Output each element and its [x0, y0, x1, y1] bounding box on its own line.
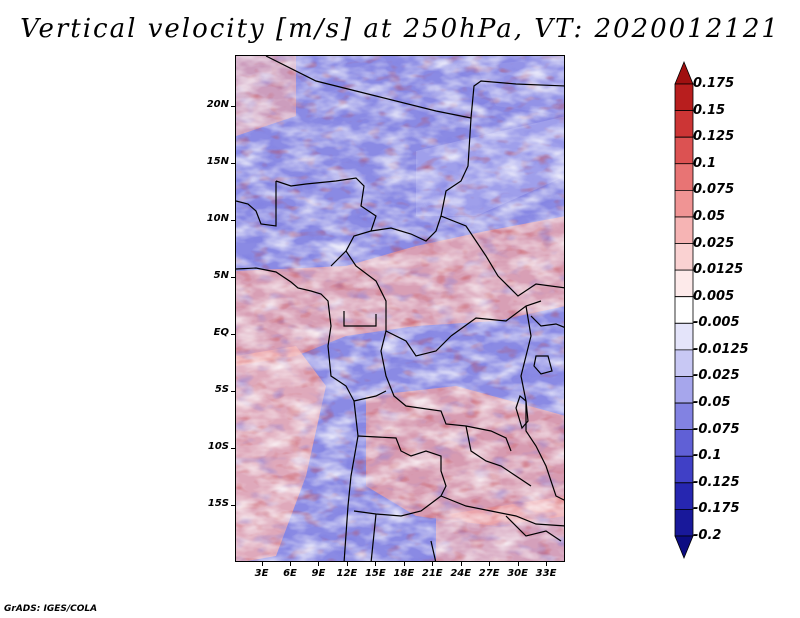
lon-tick: [290, 562, 291, 566]
lat-label: 10N: [206, 213, 229, 225]
lat-tick: [231, 163, 235, 165]
lon-label: 6E: [283, 568, 297, 579]
lon-label: 9E: [311, 568, 326, 579]
lat-label: 15N: [206, 156, 229, 168]
lon-tick: [375, 562, 377, 566]
country-borders: [236, 56, 564, 561]
colorbar-label: 0.175: [693, 76, 735, 91]
colorbar-label: 0.005: [693, 288, 735, 304]
lon-tick: [318, 562, 320, 566]
lon-label: 3E: [254, 568, 269, 579]
colorbar-segment: [674, 243, 694, 271]
colorbar-segment: [674, 60, 694, 85]
lon-label: 24E: [450, 568, 472, 579]
lon-label: 12E: [336, 568, 358, 579]
colorbar: [674, 60, 694, 560]
map-panel: [235, 55, 565, 562]
colorbar-segment: [674, 269, 694, 298]
lon-tick: [546, 562, 548, 566]
colorbar-label: 0.025: [693, 235, 735, 251]
lon-tick: [489, 562, 491, 566]
lat-tick: [231, 106, 235, 108]
lat-tick: [231, 391, 235, 393]
lat-tick: [231, 334, 235, 336]
map-title: Vertical velocity [m/s] at 250hPa, VT: 2…: [20, 14, 780, 44]
colorbar-label: 0.15: [693, 102, 726, 118]
colorbar-label: -0.05: [693, 395, 731, 411]
lon-label: 27E: [478, 568, 500, 579]
lon-tick: [517, 562, 519, 566]
colorbar-segment: [674, 482, 694, 510]
lat-label: 5S: [214, 384, 229, 396]
lat-tick: [231, 505, 235, 507]
lon-tick: [432, 562, 434, 566]
lon-label: 30E: [507, 568, 528, 579]
colorbar-segment: [674, 509, 694, 537]
colorbar-segment: [674, 296, 694, 324]
lon-label: 33E: [535, 568, 557, 579]
lat-label: 10S: [207, 441, 229, 453]
lon-label: 15E: [364, 568, 386, 579]
colorbar-label: -0.075: [693, 421, 740, 437]
lon-tick: [403, 562, 405, 566]
lat-label: 5N: [213, 270, 229, 282]
colorbar-segment: [674, 402, 694, 431]
colorbar-segment: [674, 189, 694, 218]
colorbar-segment: [674, 216, 694, 244]
colorbar-label: -0.2: [693, 528, 722, 543]
credit-footer: GrADS: IGES/COLA: [4, 604, 98, 614]
colorbar-segment: [674, 83, 694, 111]
colorbar-label: 0.125: [693, 129, 735, 145]
lat-tick: [231, 448, 235, 450]
colorbar-label: 0.0125: [693, 262, 744, 278]
lon-tick: [460, 562, 462, 566]
lat-label: EQ: [213, 327, 229, 339]
lon-tick: [261, 562, 263, 566]
colorbar-segment: [674, 429, 694, 457]
lat-tick: [231, 220, 235, 222]
colorbar-segment: [674, 163, 694, 191]
lon-label: 18E: [393, 568, 415, 579]
colorbar-segment: [674, 136, 694, 165]
colorbar-segment: [674, 110, 694, 138]
colorbar-label: 0.075: [693, 182, 735, 198]
colorbar-label: -0.005: [693, 315, 740, 331]
colorbar-segment: [674, 349, 694, 377]
lon-label: 21E: [421, 568, 443, 579]
lat-tick: [231, 277, 235, 279]
colorbar-label: -0.0125: [693, 341, 749, 357]
lat-label: 15S: [207, 498, 229, 510]
colorbar-label: 0.05: [693, 208, 726, 224]
colorbar-segment: [674, 376, 694, 404]
colorbar-label: -0.1: [693, 448, 722, 464]
lon-tick: [346, 562, 348, 566]
colorbar-segment: [674, 455, 694, 484]
colorbar-segment: [674, 535, 694, 560]
colorbar-label: -0.025: [693, 368, 740, 384]
colorbar-label: 0.1: [693, 155, 717, 171]
colorbar-label: -0.125: [693, 474, 740, 490]
colorbar-segment: [674, 322, 694, 351]
lat-label: 20N: [206, 99, 229, 111]
colorbar-label: -0.175: [693, 501, 740, 517]
vertical-velocity-field: [236, 56, 564, 561]
